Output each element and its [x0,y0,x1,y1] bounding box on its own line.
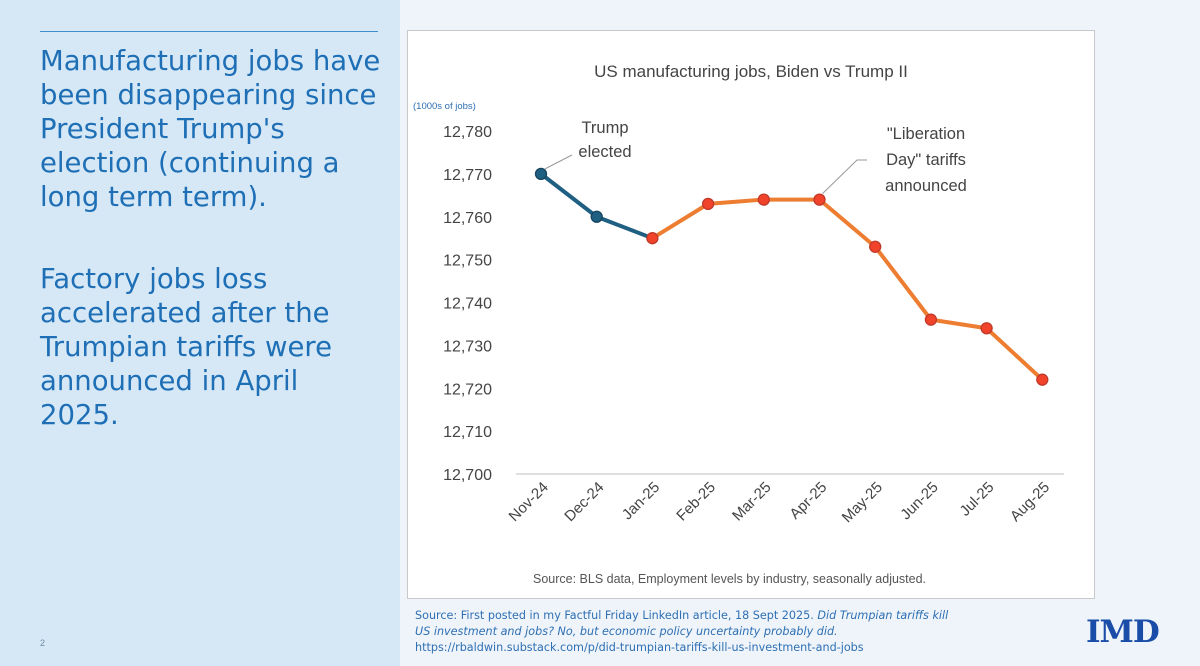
y-tick-label: 12,740 [443,296,492,313]
footnote-line-1: Source: First posted in my Factful Frida… [415,608,1075,624]
footnote-line-2: US investment and jobs? No, but economic… [415,624,1075,640]
y-tick-label: 12,780 [443,124,492,141]
footnote-plain: Source: First posted in my Factful Frida… [415,609,818,622]
source-footnote: Source: First posted in my Factful Frida… [415,608,1075,656]
x-tick-label: Jan-25 [619,479,663,523]
x-tick-label: Dec-24 [561,479,607,525]
chart-container: US manufacturing jobs, Biden vs Trump II… [407,30,1095,599]
line-chart: US manufacturing jobs, Biden vs Trump II… [413,62,1064,586]
x-tick-label: Jun-25 [897,479,941,523]
summary-paragraph-2: Factory jobs loss accelerated after the … [40,263,333,431]
annotation-leader-liberation [822,159,867,194]
trump-data-point [757,193,770,206]
x-tick-label: Jul-25 [957,479,998,520]
imd-logo: IMD [1086,614,1160,650]
y-tick-label: 12,730 [443,338,492,355]
y-tick-label: 12,760 [443,210,492,227]
chart-title: US manufacturing jobs, Biden vs Trump II [594,62,908,81]
x-tick-label: Apr-25 [786,479,830,523]
slide-number: 2 [40,638,46,648]
annotation-trump-elected: elected [578,143,631,161]
annotation-leader-trump [544,154,573,170]
y-axis-label: (1000s of jobs) [413,101,476,112]
trump-data-point [813,193,826,206]
y-tick-label: 12,770 [443,167,492,184]
annotation-trump-elected: Trump [581,119,628,137]
x-tick-label: May-25 [839,479,886,526]
x-tick-label: Aug-25 [1007,479,1053,525]
trump-data-point [869,240,882,253]
footnote-italic-1: Did Trumpian tariffs kill [817,609,949,622]
x-tick-label: Feb-25 [673,479,719,525]
trump-series-line [650,197,1045,382]
biden-data-point [590,210,603,223]
biden-data-point [534,167,548,181]
summary-paragraph-1: Manufacturing jobs have been disappearin… [40,45,381,213]
biden-series-line [539,171,655,241]
annotation-liberation-day: announced [885,177,967,195]
left-panel: Manufacturing jobs have been disappearin… [0,0,400,666]
trump-data-point [646,232,659,245]
trump-data-point [1036,373,1049,386]
trump-data-point [980,322,993,335]
y-tick-label: 12,710 [443,424,492,441]
trump-data-point [924,313,938,326]
y-tick-label: 12,720 [443,381,492,398]
chart-source-note: Source: BLS data, Employment levels by i… [533,572,926,586]
x-tick-label: Mar-25 [729,479,775,525]
footnote-url[interactable]: https://rbaldwin.substack.com/p/did-trum… [415,641,864,654]
x-tick-label: Nov-24 [506,479,552,525]
annotation-liberation-day: "Liberation [887,125,965,143]
y-tick-label: 12,750 [443,253,492,270]
annotation-liberation-day: Day" tariffs [886,151,966,169]
trump-data-point [701,197,715,211]
footnote-italic-2: US investment and jobs? No, but economic… [415,625,838,638]
y-tick-label: 12,700 [443,467,492,484]
divider-line [40,31,378,32]
